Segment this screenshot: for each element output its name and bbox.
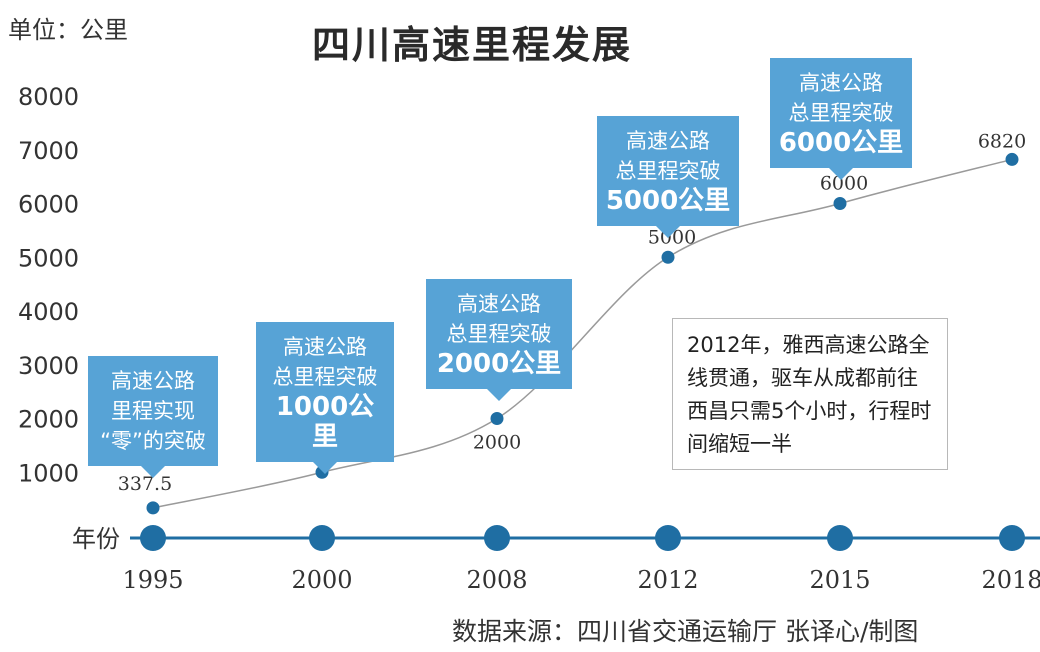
callout-pointer — [656, 226, 680, 238]
axis-year-dot — [309, 525, 335, 551]
y-tick-label: 1000 — [18, 459, 79, 487]
callout-line: 5000公里 — [605, 186, 731, 216]
data-label: 2000 — [473, 432, 521, 454]
callout-2015: 高速公路 总里程突破 6000公里 — [770, 58, 912, 180]
y-tick-label: 6000 — [18, 191, 79, 219]
callout-line: 总里程突破 — [615, 159, 721, 183]
axis-year-dot — [655, 525, 681, 551]
callout-2008: 高速公路 总里程突破 2000公里 — [426, 279, 572, 401]
callout-line: 6000公里 — [778, 128, 904, 158]
callout-1995: 高速公路 里程实现 “零”的突破 — [88, 356, 218, 478]
y-tick-label: 3000 — [18, 352, 79, 380]
callout-line: 里程实现 — [111, 399, 195, 423]
callout-line: 高速公路 — [457, 292, 541, 316]
chart-title: 四川高速里程发展 — [312, 23, 633, 67]
data-label: 6820 — [978, 130, 1026, 152]
axis-year-dot — [827, 525, 853, 551]
callout-pointer — [487, 389, 511, 401]
callout-line: 高速公路 — [283, 335, 367, 359]
callout-line: 总里程突破 — [272, 365, 378, 389]
note-box: 2012年，雅西高速公路全线贯通，驱车从成都前往西昌只需5个小时，行程时间缩短一… — [672, 318, 948, 470]
unit-label: 单位：公里 — [8, 16, 128, 44]
y-tick-label: 7000 — [18, 137, 79, 165]
y-tick-label: 4000 — [18, 298, 79, 326]
callout-line: 2000公里 — [436, 349, 562, 379]
callout-line: “零”的突破 — [100, 429, 206, 453]
data-label: 337.5 — [118, 473, 172, 495]
axis-year-dot — [484, 525, 510, 551]
x-tick-label: 1995 — [122, 566, 183, 594]
callout-pointer — [313, 462, 337, 474]
x-tick-label: 2015 — [809, 566, 870, 594]
data-point — [833, 197, 847, 210]
y-tick-label: 8000 — [18, 83, 79, 111]
series-line — [152, 158, 1013, 509]
y-tick-label: 5000 — [18, 244, 79, 272]
axis-year-dot — [999, 525, 1025, 551]
callout-line: 高速公路 — [626, 129, 710, 153]
callout-line: 高速公路 — [111, 369, 195, 393]
callout-pointer — [141, 466, 165, 478]
callout-line: 1000公里 — [275, 392, 375, 452]
x-tick-label: 2000 — [291, 566, 352, 594]
x-tick-label: 2008 — [466, 566, 527, 594]
callout-line: 总里程突破 — [788, 101, 894, 125]
x-tick-label: 2018 — [981, 566, 1040, 594]
callout-line: 高速公路 — [799, 71, 883, 95]
axis-year-dot — [140, 525, 166, 551]
data-point — [146, 501, 160, 515]
callout-2012: 高速公路 总里程突破 5000公里 — [597, 116, 739, 238]
data-point — [661, 250, 675, 264]
source-credit: 数据来源：四川省交通运输厅 张译心/制图 — [452, 617, 919, 646]
callout-2000: 高速公路 总里程突破 1000公里 — [256, 322, 394, 474]
callout-pointer — [829, 168, 853, 180]
data-point — [490, 412, 504, 425]
x-axis-label: 年份 — [72, 525, 120, 553]
y-tick-label: 2000 — [18, 406, 79, 434]
callout-line: 总里程突破 — [446, 322, 552, 346]
data-point — [1005, 152, 1019, 166]
x-tick-label: 2012 — [637, 566, 698, 594]
